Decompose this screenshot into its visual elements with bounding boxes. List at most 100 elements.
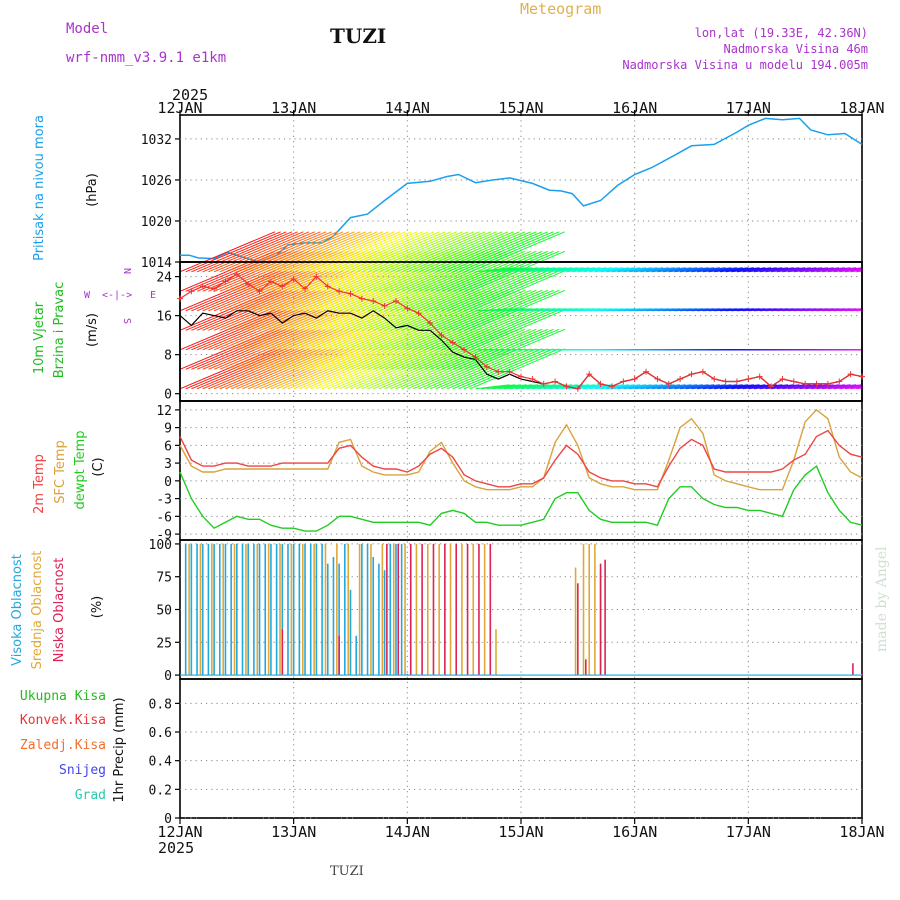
wind-speed-marker — [654, 376, 661, 383]
wind-barb — [469, 270, 566, 312]
wind-barb — [560, 267, 595, 273]
wind-barb — [253, 231, 350, 273]
x-axis-top-labels: 12JAN 13JAN 14JAN 15JAN 16JAN 17JAN 18JAN — [157, 99, 884, 117]
wind-barb — [498, 384, 533, 390]
precip-label-snow: Snijeg — [59, 763, 106, 778]
wind-barb — [691, 267, 726, 273]
wind-barb — [219, 231, 315, 273]
wind-barb — [509, 267, 544, 273]
wind-barb — [452, 348, 548, 390]
wind-barb — [333, 231, 429, 273]
wind-barb — [822, 267, 857, 273]
panel-frames — [179, 114, 863, 819]
wind-barb — [736, 267, 772, 273]
wind-speed-marker — [847, 371, 854, 378]
precip-y-tick-label: 0.2 — [149, 783, 172, 798]
wind-barb — [424, 231, 520, 273]
wind-barb — [765, 267, 800, 273]
pressure-y-tick-label: 1032 — [141, 133, 172, 148]
wind-speed-marker — [177, 295, 183, 302]
clouds-y-tick-label: 0 — [164, 669, 172, 684]
wind-speed-marker — [643, 368, 650, 375]
wind-barb — [663, 267, 698, 273]
watermark: made by Angel — [874, 546, 890, 652]
wind-speed-marker — [324, 283, 331, 290]
wind-barb — [464, 270, 560, 312]
wind-barb — [458, 231, 554, 273]
wind-barb — [708, 267, 743, 273]
wind-barb — [725, 384, 760, 390]
chart-title: Meteogram — [520, 0, 601, 18]
wind-barb — [736, 384, 772, 390]
wind-barb — [691, 384, 726, 390]
wind-barb — [617, 384, 652, 390]
wind-barb — [520, 267, 556, 273]
wind-barb — [771, 384, 806, 390]
wind-barb — [185, 231, 281, 273]
wind-barb — [827, 267, 862, 273]
wind-barb — [611, 384, 646, 390]
wind-barb — [446, 270, 543, 312]
model-label: Model — [66, 21, 108, 37]
temperature-y-tick-label: -9 — [156, 528, 172, 543]
model-elevation-text: Nadmorska Visina u modelu 194.005m — [622, 58, 868, 72]
wind-barb — [668, 267, 703, 273]
wind-speed-marker — [768, 383, 775, 390]
wind-y-tick-label: 24 — [156, 271, 172, 286]
wind-barb — [628, 384, 664, 390]
wind-barb — [793, 384, 828, 390]
wind-speed-marker — [540, 380, 547, 387]
wind-speed-marker — [336, 288, 343, 295]
wind-frame-top — [179, 261, 863, 402]
wind-speed-marker — [461, 346, 468, 353]
wind-barb — [748, 384, 783, 390]
wind-barb — [628, 267, 664, 273]
wind-barb — [475, 384, 510, 390]
wind-unit: (m/s) — [85, 313, 100, 347]
wind-barb — [429, 270, 526, 312]
wind-barb — [685, 384, 720, 390]
wind-barb — [498, 267, 533, 273]
wind-speed-marker — [404, 305, 411, 312]
wind-barb — [731, 384, 766, 390]
wind-speed-marker — [302, 285, 309, 292]
wind-barb — [714, 384, 749, 390]
sfc-temp-line — [179, 408, 863, 491]
wind-barb — [657, 267, 692, 273]
wind-speed-marker — [483, 363, 490, 370]
wind-barb — [555, 384, 590, 390]
wind-barbs — [179, 231, 897, 390]
precip-label-total: Ukupna Kisa — [20, 689, 106, 704]
wind-barb — [702, 384, 737, 390]
temperature-y-tick-label: 6 — [164, 439, 172, 454]
wind-y-tick-label: 8 — [164, 349, 172, 364]
pressure-y-tick-label: 1020 — [141, 215, 172, 230]
wind-barb — [350, 231, 446, 273]
wind-barb — [566, 267, 601, 273]
wind-barb — [719, 384, 754, 390]
wind-barb — [503, 267, 539, 273]
wind-barb — [270, 231, 367, 273]
x-tick-label-bottom: 15JAN — [498, 823, 543, 841]
temp-label-sfc: SFC Temp — [53, 440, 68, 504]
wind-barb — [458, 348, 554, 390]
station-title: TUZI — [330, 24, 386, 48]
wind-barb — [446, 348, 543, 390]
wind-barb — [492, 267, 527, 273]
wind-barb — [708, 384, 743, 390]
wind-y-tick-label: 0 — [164, 388, 172, 403]
wind-barb — [475, 267, 510, 273]
wind-barb — [265, 231, 361, 273]
wind-barb — [446, 231, 543, 273]
x-tick-label-bottom: 18JAN — [839, 823, 884, 841]
wind-barb — [674, 267, 709, 273]
wind-barb — [276, 231, 372, 273]
wind-barb — [481, 384, 516, 390]
wind-barb — [537, 267, 573, 273]
wind-y-tick-label: 16 — [156, 310, 172, 325]
wind-speed-marker — [597, 380, 604, 387]
temp-label-dewpt: dewpt Temp — [73, 430, 88, 509]
wind-barb — [486, 384, 521, 390]
x-tick-label-top: 17JAN — [726, 99, 771, 117]
